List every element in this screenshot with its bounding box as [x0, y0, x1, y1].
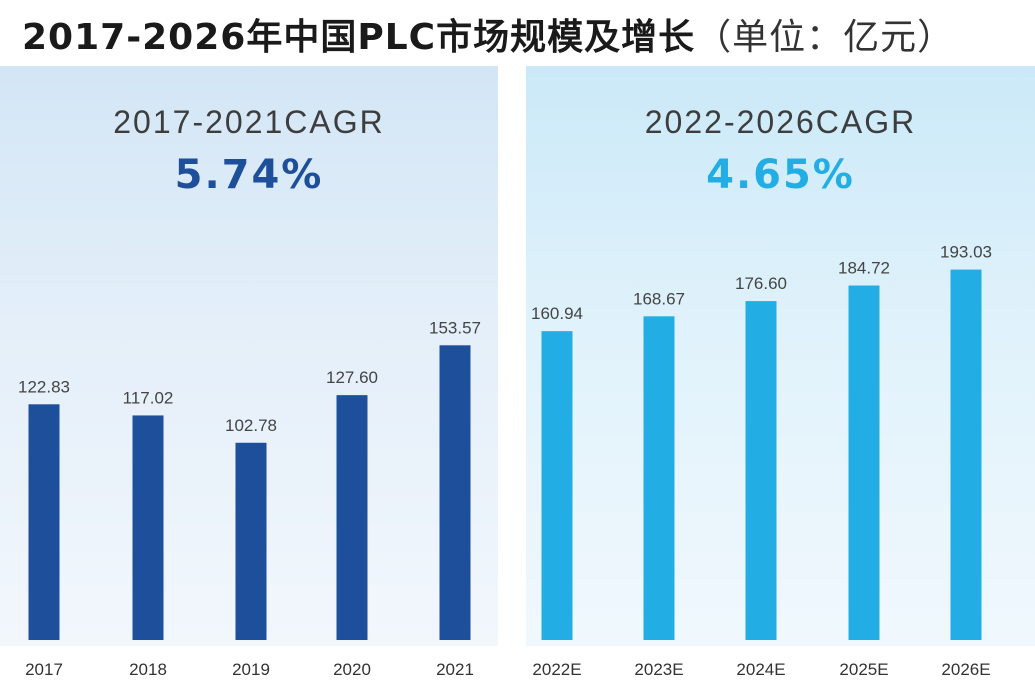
bar-2021	[439, 345, 471, 640]
category-label-2021: 2021	[436, 660, 474, 679]
category-label-2023E: 2023E	[634, 660, 683, 679]
bar-2023E	[643, 316, 675, 640]
category-label-2026E: 2026E	[941, 660, 990, 679]
chart-title: 2017-2026年中国PLC市场规模及增长（单位：亿元）	[22, 8, 954, 60]
value-label-2026E: 193.03	[940, 243, 992, 262]
cagr-value-forecast: 4.65%	[706, 152, 855, 198]
category-label-2022E: 2022E	[532, 660, 581, 679]
bar-2020	[336, 395, 368, 640]
bar-2019	[235, 442, 267, 640]
value-label-2024E: 176.60	[735, 274, 787, 293]
bar-2017	[28, 404, 60, 640]
chart-title-main: 2017-2026年中国PLC市场规模及增长	[22, 17, 696, 58]
value-label-2021: 153.57	[429, 318, 481, 337]
bar-2024E	[745, 301, 777, 640]
bar-2025E	[848, 285, 880, 640]
value-label-2017: 122.83	[18, 377, 70, 396]
value-label-2018: 117.02	[123, 388, 174, 407]
value-label-2023E: 168.67	[633, 289, 685, 308]
cagr-label-forecast: 2022-2026CAGR	[644, 104, 917, 140]
chart-title-unit: （单位：亿元）	[695, 17, 955, 58]
bar-2026E	[950, 269, 982, 640]
bar-2018	[132, 415, 164, 640]
category-label-2017: 2017	[25, 660, 63, 679]
category-label-2020: 2020	[333, 660, 371, 679]
value-label-2020: 127.60	[326, 368, 378, 387]
category-label-2024E: 2024E	[736, 660, 785, 679]
cagr-label-historical: 2017-2021CAGR	[113, 104, 385, 140]
value-label-2025E: 184.72	[838, 259, 890, 278]
value-label-2022E: 160.94	[531, 304, 583, 323]
category-label-2025E: 2025E	[839, 660, 888, 679]
category-label-2018: 2018	[129, 660, 167, 679]
value-label-2019: 102.78	[225, 416, 277, 435]
panel-forecast: 2022-2026CAGR 4.65%	[526, 66, 1035, 646]
cagr-value-historical: 5.74%	[174, 152, 324, 198]
category-label-2019: 2019	[232, 660, 270, 679]
bar-2022E	[541, 331, 573, 640]
